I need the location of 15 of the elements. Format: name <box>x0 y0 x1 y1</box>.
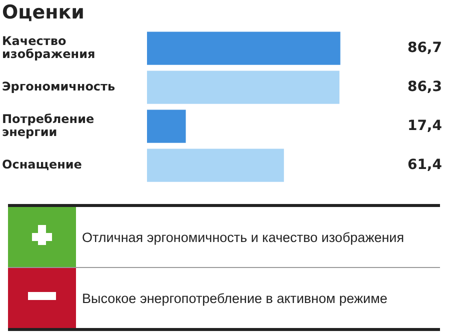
y-tick-label: Эргономичность <box>2 79 116 94</box>
bar <box>147 148 284 182</box>
bar <box>147 32 340 65</box>
y-tick-label: Потребление энергии <box>2 112 94 140</box>
data-label: 61,4 <box>407 156 442 173</box>
bar <box>147 110 186 143</box>
text: Отличная эргономичность и качество изображения <box>81 230 404 244</box>
data-label: 17,4 <box>407 118 442 134</box>
chart-title: Оценки <box>2 1 84 24</box>
data-label: 86,7 <box>407 40 442 56</box>
data-label: 86,3 <box>407 78 442 95</box>
y-tick-label: Оснащение <box>2 157 82 172</box>
y-tick-label: Качество изображения <box>2 34 96 62</box>
bar <box>147 70 340 104</box>
text: Высокое энергопотребление в активном режиме <box>81 290 388 306</box>
